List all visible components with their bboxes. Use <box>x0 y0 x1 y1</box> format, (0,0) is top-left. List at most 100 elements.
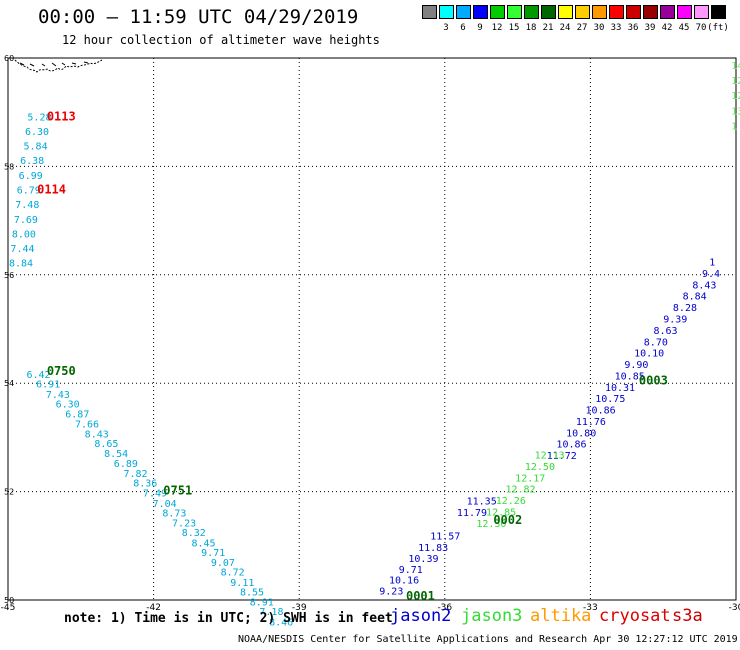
legend-label: 30 <box>593 23 605 33</box>
swh-value: 6.87 <box>65 409 89 420</box>
swh-value: 1 <box>709 258 715 269</box>
swh-value: 10.39 <box>408 554 438 565</box>
swh-value: 8.36 <box>133 479 157 490</box>
swh-value: 8.28 <box>673 303 697 314</box>
legend-swatch <box>558 5 573 19</box>
swh-value: 5.84 <box>24 142 48 153</box>
lon-tick-label: -42 <box>146 603 161 613</box>
swh-value: 9.23 <box>379 587 403 598</box>
swh-value: 11.57 <box>430 531 460 542</box>
swh-value: 10.86 <box>556 440 586 451</box>
time-label: 0003 <box>639 373 668 387</box>
map-frame <box>7 57 737 601</box>
swh-value: 8.65 <box>94 439 118 450</box>
legend-label: 6 <box>460 23 466 33</box>
swh-value: 8.63 <box>653 326 677 337</box>
swh-value: 12.82 <box>505 485 535 496</box>
legend-swatch <box>677 5 692 19</box>
swh-value: 12.50 <box>525 462 555 473</box>
swh-value: 9.71 <box>201 548 225 559</box>
swh-value: 12.17 <box>515 473 545 484</box>
swh-value: 8.54 <box>104 449 128 460</box>
swh-value: 13. <box>731 106 740 117</box>
swh-value: 7.66 <box>75 420 99 431</box>
swh-value: 10.16 <box>389 576 419 587</box>
swh-value: 7.43 <box>46 390 70 401</box>
legend-swatch <box>456 5 471 19</box>
legend-label: 15 <box>508 23 520 33</box>
swh-value: 8.32 <box>182 528 206 539</box>
legend-label: 21 <box>542 23 554 33</box>
legend-label: 18 <box>525 23 537 33</box>
legend-swatch <box>524 5 539 19</box>
legend-label: 42 <box>661 23 673 33</box>
swh-value: 6.42 <box>26 370 50 381</box>
legend-label: 70 <box>695 23 707 33</box>
legend-swatch <box>490 5 505 19</box>
swh-value: 6.79 <box>17 186 41 197</box>
swh-value: 10.86 <box>586 406 616 417</box>
legend-label: 45 <box>678 23 690 33</box>
swh-value: 8.70 <box>644 337 668 348</box>
satellite-jason2: jason2 <box>390 606 452 626</box>
legend-label: 3 <box>443 23 449 33</box>
swh-value: 9.4 <box>702 269 720 280</box>
swh-value: 7.49 <box>143 488 167 499</box>
legend-swatch <box>609 5 624 19</box>
legend-label: 24 <box>559 23 571 33</box>
swh-value: 6.89 <box>114 459 138 470</box>
lon-tick-label: -39 <box>292 603 307 613</box>
swh-value: 12.85 <box>486 507 516 518</box>
lon-tick-label: -30 <box>729 603 740 613</box>
swh-value: 10.10 <box>634 349 664 360</box>
swh-value: 7.23 <box>172 518 196 529</box>
swh-value: 8.00 <box>12 229 36 240</box>
swh-value: 6.91 <box>36 380 60 391</box>
swh-value: 7.69 <box>14 215 38 226</box>
altimeter-tracks: 5.28 6.30 5.84 6.38 6.99 6.79 7.48 7.69 8.00 7.44… <box>9 61 740 629</box>
swh-value: 10.80 <box>566 428 596 439</box>
swh-value: 7.44 <box>10 244 34 255</box>
swh-value: 9.90 <box>624 360 648 371</box>
swh-value: 7.18 <box>259 607 283 618</box>
legend-swatch <box>643 5 658 19</box>
legend-swatch <box>694 5 709 19</box>
swh-value: 8.46 <box>269 617 293 628</box>
swh-value: 12.5 <box>731 91 740 102</box>
time-labels: 0113 0114 0750 0751 0003 0002 0001 <box>37 109 668 603</box>
legend-swatch <box>473 5 488 19</box>
note-text: note: 1) Time is in UTC; 2) SWH is in fe… <box>64 611 393 626</box>
time-label: 0001 <box>406 589 435 603</box>
swh-value: 8.45 <box>191 538 215 549</box>
legend-label: (ft) <box>707 23 729 33</box>
legend-swatch <box>660 5 675 19</box>
swh-value: 8.43 <box>85 429 109 440</box>
swh-value: 11.83 <box>418 543 448 554</box>
satellite-altika: altika <box>530 606 592 626</box>
legend-swatch <box>626 5 641 19</box>
time-label: 0750 <box>47 364 76 378</box>
swh-value: 10.85 <box>615 371 645 382</box>
legend-label: 39 <box>644 23 656 33</box>
legend-label: 36 <box>627 23 639 33</box>
legend-swatch <box>507 5 522 19</box>
legend-swatch <box>422 5 437 19</box>
swh-value: 12.30 <box>476 519 506 530</box>
swh-value: 8.91 <box>250 597 274 608</box>
swh-value: 12.26 <box>496 496 526 507</box>
lon-tick-label: -45 <box>1 603 16 613</box>
swh-value: 8.43 <box>692 280 716 291</box>
footer-credit: NOAA/NESDIS Center for Satellite Applica… <box>238 634 738 645</box>
swh-value: 11.35 <box>467 497 497 508</box>
swh-value: 8.73 <box>162 509 186 520</box>
lon-tick-label: -33 <box>583 603 598 613</box>
legend-swatch <box>575 5 590 19</box>
page-subtitle: 12 hour collection of altimeter wave hei… <box>62 33 380 47</box>
legend-label: 33 <box>610 23 622 33</box>
satellite-cryosat: cryosat <box>599 606 671 626</box>
lat-tick-label: 56 <box>4 271 14 280</box>
lat-tick-label: 60 <box>4 54 14 63</box>
swh-value: 6.30 <box>25 127 49 138</box>
swh-value: 10.75 <box>595 394 625 405</box>
